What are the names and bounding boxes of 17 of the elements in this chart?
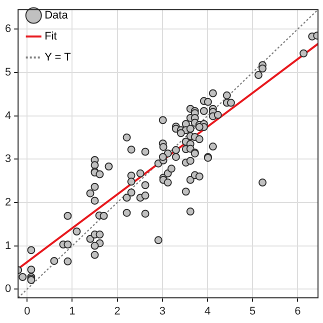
- y-tick-label: 2: [4, 196, 12, 208]
- legend-label: Y = T: [44, 52, 72, 64]
- y-tick-label: 5: [4, 66, 12, 78]
- x-tick-label: 2: [114, 305, 120, 318]
- legend-label: Data: [44, 10, 69, 22]
- y-tick-label: 3: [4, 153, 12, 166]
- x-tick-label: 1: [69, 305, 76, 318]
- x-tick-label: 4: [204, 305, 211, 318]
- x-tick-label: 3: [159, 305, 166, 318]
- x-tick-label: 0: [24, 305, 30, 318]
- y-tick-label: 0: [4, 283, 12, 296]
- x-tick-label: 5: [250, 305, 256, 318]
- y-tick-label: 1: [4, 240, 12, 252]
- legend-label: Fit: [44, 30, 57, 43]
- y-tick-label: 6: [4, 23, 12, 36]
- y-tick-label: 4: [4, 110, 12, 122]
- x-tick-label: 6: [294, 305, 301, 318]
